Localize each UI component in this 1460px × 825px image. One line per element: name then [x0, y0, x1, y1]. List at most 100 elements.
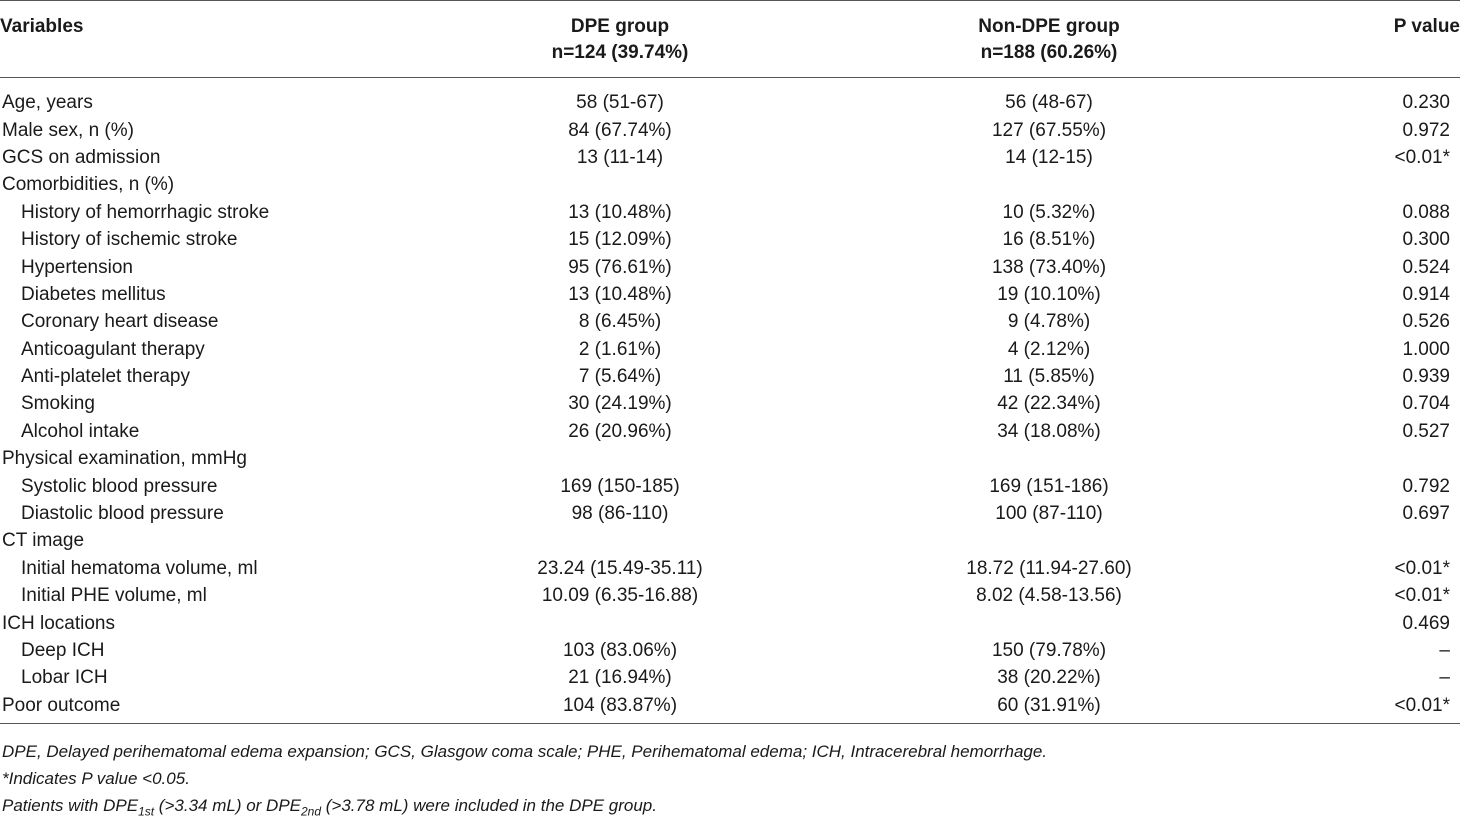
row-p-value-cell: 0.792	[1402, 475, 1450, 497]
row-variable-cell: Initial hematoma volume, ml	[21, 557, 258, 579]
row-dpe-value-cell: 98 (86-110)	[571, 503, 669, 525]
row-non-dpe-value-cell: 8.02 (4.58-13.56)	[976, 585, 1122, 607]
table-row: Initial PHE volume, ml 10.09 (6.35-16.88)…	[0, 582, 1460, 609]
table-row: Initial hematoma volume, ml 23.24 (15.49-…	[0, 555, 1460, 582]
table-row: Poor outcome 104 (83.87%) 60 (31.91%) <0.01…	[0, 691, 1460, 724]
row-p-value-cell: 0.526	[1402, 311, 1450, 333]
table-row: Systolic blood pressure 169 (150-185) 169 …	[0, 472, 1460, 499]
row-dpe-value-cell: 26 (20.96%)	[568, 420, 672, 442]
row-dpe-value-cell	[470, 527, 770, 554]
row-dpe-value-cell: 10.09 (6.35-16.88)	[541, 585, 699, 607]
footnote-inclusion: Patients with DPE1st (>3.34 mL) or DPE2n…	[2, 792, 1047, 825]
row-variable-cell: Anti-platelet therapy	[21, 366, 190, 388]
row-p-value-cell: 0.704	[1402, 393, 1450, 415]
table-row: GCS on admission 13 (11-14) 14 (12-15) <0.0…	[0, 144, 1460, 171]
row-non-dpe-value-cell	[770, 609, 1328, 636]
row-variable-cell: ICH locations	[2, 612, 115, 634]
header-p-value: P value	[1328, 0, 1460, 78]
row-dpe-value-cell: 84 (67.74%)	[568, 119, 672, 141]
row-variable-cell: History of hemorrhagic stroke	[21, 201, 270, 223]
row-dpe-value-cell: 104 (83.87%)	[470, 691, 770, 724]
row-dpe-value-cell	[470, 445, 770, 472]
row-non-dpe-value-cell: 138 (73.40%)	[991, 256, 1107, 278]
row-dpe-value-cell	[470, 609, 770, 636]
row-variable-cell: Alcohol intake	[21, 420, 140, 442]
footnote-sub-first: 1st	[138, 804, 155, 819]
footnote-sub-second: 2nd	[301, 804, 322, 819]
row-non-dpe-value-cell	[770, 527, 1328, 554]
row-dpe-value-cell: 13 (10.48%)	[568, 201, 672, 223]
row-variable-cell: Lobar ICH	[21, 667, 108, 689]
row-non-dpe-value-cell: 10 (5.32%)	[1002, 201, 1096, 223]
table-body: Age, years 58 (51-67) 56 (48-67) 0.230 Male …	[0, 78, 1460, 724]
row-p-value-cell: 0.524	[1402, 256, 1450, 278]
row-p-value-cell	[1328, 527, 1460, 554]
row-p-value-cell: <0.01*	[1394, 146, 1450, 168]
table-row: Smoking 30 (24.19%) 42 (22.34%) 0.704	[0, 390, 1460, 417]
row-p-value-cell: 0.972	[1402, 119, 1450, 141]
row-dpe-value-cell: 21 (16.94%)	[568, 667, 672, 689]
row-variable-cell: Initial PHE volume, ml	[21, 585, 207, 607]
row-variable-cell: GCS on admission	[2, 146, 161, 168]
row-non-dpe-value-cell	[770, 171, 1328, 198]
row-non-dpe-value-cell: 60 (31.91%)	[770, 691, 1328, 724]
table-row: Diastolic blood pressure 98 (86-110) 100 (…	[0, 500, 1460, 527]
row-variable-cell: Poor outcome	[0, 691, 470, 724]
table-row: Coronary heart disease 8 (6.45%) 9 (4.78%)…	[0, 308, 1460, 335]
row-variable-cell: Diabetes mellitus	[21, 283, 166, 305]
header-non-dpe-title: Non-DPE group	[978, 16, 1120, 37]
row-dpe-value-cell: 30 (24.19%)	[568, 393, 672, 415]
row-variable-cell: Coronary heart disease	[21, 311, 219, 333]
table-header-row: Variables DPE group n=124 (39.74%) Non-D…	[0, 0, 1460, 78]
row-dpe-value-cell: 15 (12.09%)	[568, 229, 672, 251]
row-p-value-cell: 0.527	[1402, 420, 1450, 442]
table-row: Anti-platelet therapy 7 (5.64%) 11 (5.85%)…	[0, 363, 1460, 390]
row-p-value-cell: 1.000	[1402, 338, 1450, 360]
row-p-value-cell: 0.230	[1402, 92, 1450, 114]
row-p-value-cell: <0.01*	[1394, 557, 1450, 579]
baseline-characteristics-table-container: Variables DPE group n=124 (39.74%) Non-D…	[0, 0, 1460, 724]
table-row: Age, years 58 (51-67) 56 (48-67) 0.230	[0, 78, 1460, 117]
row-variable-cell: Smoking	[21, 393, 95, 415]
row-p-value-cell	[1328, 445, 1460, 472]
table-row: History of hemorrhagic stroke 13 (10.48%)…	[0, 199, 1460, 226]
table-footnotes: DPE, Delayed perihematomal edema expansi…	[2, 738, 1047, 825]
header-dpe-n: n=124 (39.74%)	[551, 42, 689, 63]
table-row: Alcohol intake 26 (20.96%) 34 (18.08%) 0.52…	[0, 418, 1460, 445]
table-row: Deep ICH 103 (83.06%) 150 (79.78%) –	[0, 637, 1460, 664]
row-variable-cell: Diastolic blood pressure	[21, 503, 224, 525]
row-dpe-value-cell: 23.24 (15.49-35.11)	[537, 557, 703, 579]
row-variable-cell: Male sex, n (%)	[2, 119, 134, 141]
row-non-dpe-value-cell: 100 (87-110)	[995, 503, 1103, 525]
row-variable-cell: Hypertension	[21, 256, 133, 278]
row-p-value-cell: 0.914	[1402, 283, 1450, 305]
row-p-value-cell: <0.01*	[1394, 585, 1450, 607]
table-row: Lobar ICH 21 (16.94%) 38 (20.22%) –	[0, 664, 1460, 691]
table-row: CT image	[0, 527, 1460, 554]
row-non-dpe-value-cell: 42 (22.34%)	[997, 393, 1101, 415]
row-dpe-value-cell: 13 (10.48%)	[568, 283, 672, 305]
header-variables: Variables	[0, 0, 470, 78]
row-p-value-cell	[1328, 171, 1460, 198]
row-non-dpe-value-cell: 169 (151-186)	[989, 475, 1109, 497]
row-variable-cell: History of ischemic stroke	[21, 229, 238, 251]
row-p-value-cell: –	[1439, 640, 1450, 661]
row-non-dpe-value-cell: 4 (2.12%)	[1007, 338, 1091, 360]
row-dpe-value-cell: 7 (5.64%)	[578, 366, 662, 388]
row-non-dpe-value-cell: 18.72 (11.94-27.60)	[966, 557, 1132, 579]
row-dpe-value-cell: 103 (83.06%)	[562, 640, 678, 661]
row-non-dpe-value-cell: 34 (18.08%)	[997, 420, 1101, 442]
row-p-value-cell: 0.697	[1402, 503, 1450, 525]
row-variable-cell: Systolic blood pressure	[21, 475, 218, 497]
row-non-dpe-value-cell: 56 (48-67)	[1005, 92, 1093, 114]
row-non-dpe-value-cell: 127 (67.55%)	[991, 119, 1107, 141]
table-row: Comorbidities, n (%)	[0, 171, 1460, 198]
row-variable-cell: Deep ICH	[21, 640, 105, 661]
row-p-value-cell: <0.01*	[1328, 691, 1460, 724]
table-row: History of ischemic stroke 15 (12.09%) 16 …	[0, 226, 1460, 253]
row-non-dpe-value-cell: 9 (4.78%)	[1007, 311, 1091, 333]
row-non-dpe-value-cell: 150 (79.78%)	[991, 640, 1107, 661]
row-non-dpe-value-cell: 16 (8.51%)	[1002, 229, 1096, 251]
header-dpe-group: DPE group n=124 (39.74%)	[470, 0, 770, 78]
row-variable-cell: Anticoagulant therapy	[21, 338, 205, 360]
